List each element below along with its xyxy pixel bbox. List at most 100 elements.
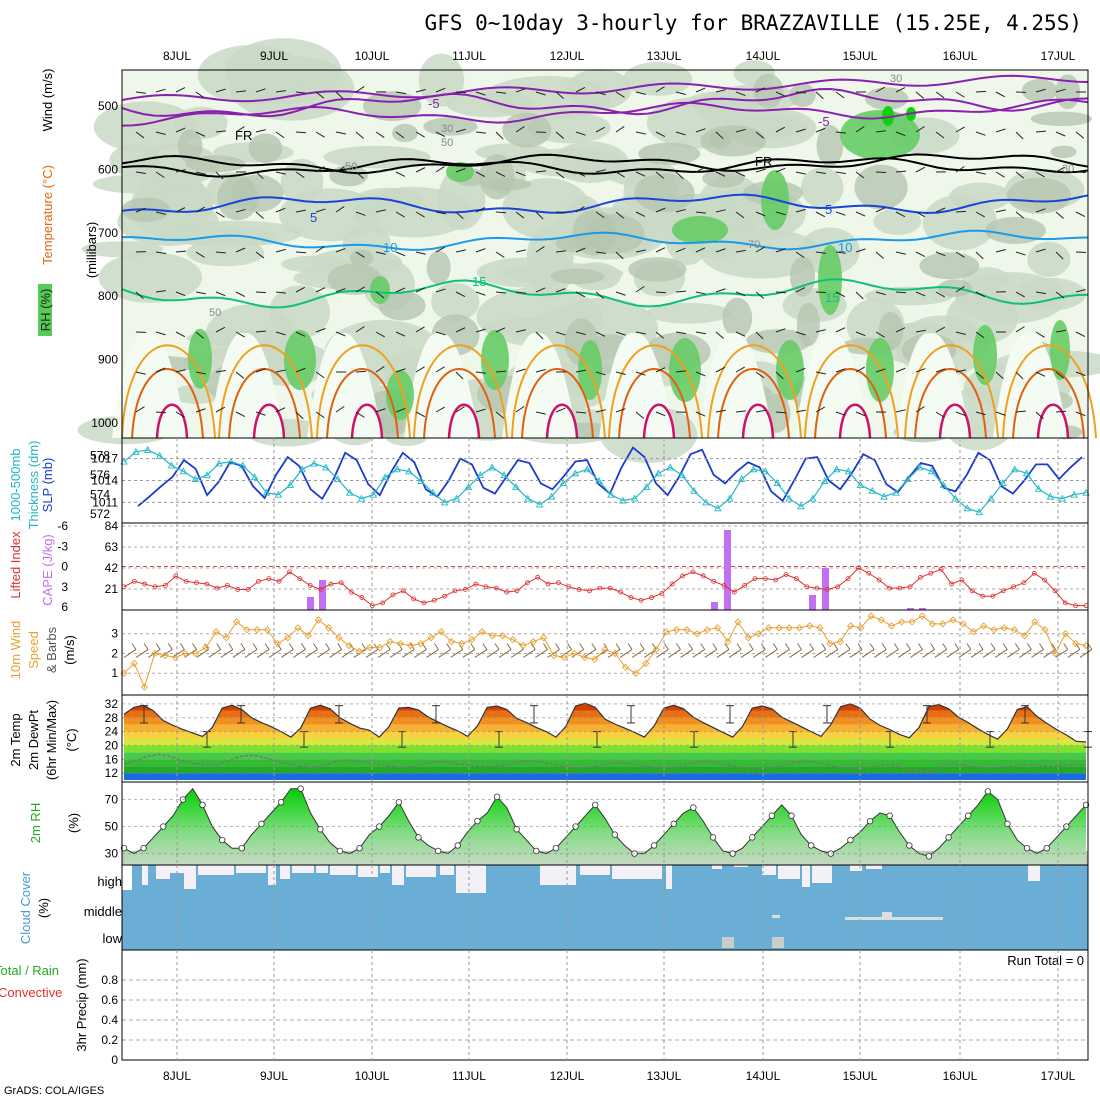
rh-point <box>847 836 854 844</box>
wind-barb <box>895 131 906 137</box>
rh-green-blob <box>188 328 212 389</box>
wind-barb <box>435 331 446 336</box>
rh-point <box>788 812 795 819</box>
rh-point <box>434 847 442 855</box>
wind-speed-point <box>232 618 241 626</box>
wind-barb <box>635 371 646 376</box>
wind-barb <box>595 126 606 133</box>
wind-speed-point <box>693 630 701 638</box>
cloud-high-gap <box>170 865 184 873</box>
rh-patch-dark <box>481 178 532 191</box>
wind-barb <box>275 90 286 93</box>
rh-point <box>277 799 285 806</box>
wind-speed-point <box>826 639 834 648</box>
thickness-point <box>215 459 223 467</box>
wind-barb <box>946 649 960 658</box>
rh-patch <box>323 145 431 169</box>
axes-labels: 57257457657810111014101721426384-6-30361… <box>0 49 1084 1083</box>
wind-barb <box>455 168 466 173</box>
rh-point <box>768 812 776 819</box>
wind-barb <box>135 371 146 375</box>
thickness-point <box>357 494 366 502</box>
li-point <box>545 581 551 587</box>
wind-barb-flag <box>1039 643 1044 650</box>
wind-speed-point <box>642 659 650 667</box>
wind-barb <box>335 247 346 253</box>
bl-arc <box>717 368 790 439</box>
rh-patch-dark <box>790 256 816 297</box>
thickness-point <box>571 469 580 477</box>
thickness-point <box>583 465 591 473</box>
side-label-cloud-unit: (%) <box>36 898 51 918</box>
wind-barb <box>615 171 625 178</box>
wind-barb-flag <box>591 643 597 650</box>
wind-speed-point <box>539 634 548 642</box>
temp-contour <box>121 87 1089 118</box>
wind-speed-point <box>754 630 763 638</box>
li-point <box>566 584 572 590</box>
wind-barb-flag <box>651 643 657 650</box>
wind-barb <box>515 329 526 333</box>
wind-barb <box>982 649 996 658</box>
thickness-point <box>203 471 211 479</box>
tick-label: 30 <box>105 847 119 861</box>
wind-barb <box>801 649 814 658</box>
wind-speed-point <box>867 612 875 620</box>
li-point <box>866 570 872 576</box>
rh-patch-dark <box>426 250 451 285</box>
li-point <box>204 581 210 587</box>
wind-barb <box>315 246 325 253</box>
wind-barb <box>275 369 286 373</box>
wind-barb <box>395 211 405 218</box>
tick-label: 0.4 <box>101 1013 118 1027</box>
wind-barb <box>789 649 802 658</box>
li-point <box>907 584 913 590</box>
tick-label: -3 <box>57 539 68 553</box>
li-point <box>1021 580 1027 586</box>
wind-barb <box>575 247 586 253</box>
wind-barb-flag <box>252 643 258 650</box>
thickness-point <box>274 490 283 498</box>
wind-barb-flag <box>930 643 936 650</box>
cloud-high-gap <box>198 865 234 875</box>
rh-point <box>1023 844 1031 852</box>
contour-label: -5 <box>428 96 440 111</box>
wind-barb <box>855 248 866 253</box>
wind-barb <box>935 131 945 139</box>
li-point <box>897 585 903 591</box>
wind-barb <box>275 131 285 139</box>
wind-barb <box>735 171 746 177</box>
tick-label: 900 <box>98 353 118 367</box>
side-label-temp-unit: (°C) <box>64 728 79 751</box>
wind-barb-flag <box>567 643 573 650</box>
wind-barb <box>704 649 718 658</box>
wind-barb <box>875 251 884 259</box>
wind-barb-flag <box>385 643 391 650</box>
thickness-point <box>464 482 473 490</box>
thickness-point <box>322 463 330 471</box>
bl-arc <box>218 344 313 439</box>
wind-barb <box>355 86 365 93</box>
bl-arc <box>804 344 899 439</box>
wind-barb <box>1075 289 1086 293</box>
wind-barb <box>1007 649 1020 658</box>
rh-patch <box>1015 277 1086 311</box>
wind-barb <box>175 169 186 173</box>
bl-arc <box>121 344 216 439</box>
wind-barb <box>215 326 226 333</box>
temp-band <box>124 724 1086 732</box>
rh-contour-label: 30 <box>890 73 902 85</box>
wind-barb <box>335 405 345 413</box>
rh-patch-dark <box>1030 111 1093 127</box>
wind-barb <box>455 91 467 94</box>
wind-barb <box>317 649 330 658</box>
li-point <box>1031 570 1037 576</box>
side-label-li: Lifted Index <box>8 531 23 599</box>
wind-barb <box>175 87 186 93</box>
wind-barb <box>355 411 365 418</box>
contour-label: 15 <box>472 274 486 289</box>
wind-barb <box>895 170 907 173</box>
tick-label: 42 <box>105 561 119 575</box>
wind-barb-flag <box>845 643 851 650</box>
wind-barb <box>435 166 445 173</box>
